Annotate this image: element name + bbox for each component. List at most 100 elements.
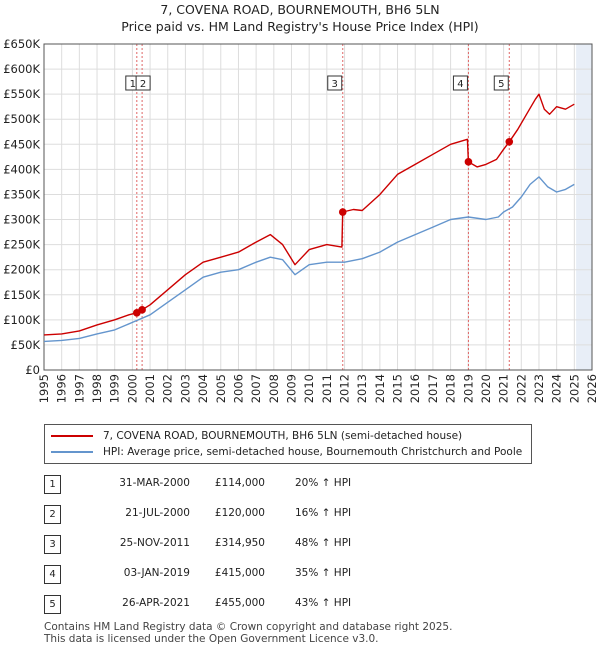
y-tick-label: £100K <box>3 313 40 327</box>
y-tick-label: £250K <box>3 238 40 252</box>
transaction-date: 25-NOV-2011 <box>119 537 190 549</box>
legend-property-swatch <box>51 435 93 437</box>
transaction-hpi: 43% ↑ HPI <box>295 597 352 609</box>
x-tick-label: 2021 <box>497 374 511 403</box>
y-tick-label: £450K <box>3 137 40 151</box>
y-tick-label: £200K <box>3 263 40 277</box>
transaction-number: 5 <box>44 595 61 614</box>
marker-label: 5 <box>498 79 504 90</box>
x-tick-label: 1996 <box>55 374 69 403</box>
y-tick-label: £600K <box>3 62 40 76</box>
transaction-date: 26-APR-2021 <box>122 597 190 609</box>
x-tick-label: 2001 <box>143 374 157 403</box>
transaction-price: £314,950 <box>214 537 265 549</box>
x-tick-label: 2015 <box>391 374 405 403</box>
x-tick-label: 2009 <box>284 374 298 403</box>
chart-title: 7, COVENA ROAD, BOURNEMOUTH, BH6 5LN <box>160 2 440 17</box>
x-tick-label: 1997 <box>72 374 86 403</box>
y-tick-label: £500K <box>3 112 40 126</box>
transaction-hpi: 20% ↑ HPI <box>295 477 352 489</box>
y-tick-label: £400K <box>3 162 40 176</box>
x-tick-label: 2006 <box>231 374 245 403</box>
marker-label: 3 <box>332 79 338 90</box>
legend: 7, COVENA ROAD, BOURNEMOUTH, BH6 5LN (se… <box>44 424 532 464</box>
x-tick-label: 2004 <box>196 374 210 403</box>
marker-label: 2 <box>140 79 146 90</box>
legend-hpi-label: HPI: Average price, semi-detached house,… <box>103 446 523 458</box>
y-tick-label: £550K <box>3 87 40 101</box>
x-tick-label: 2016 <box>408 374 422 403</box>
table-row: 2 21-JUL-2000 £120,000 16% ↑ HPI <box>0 505 600 525</box>
y-tick-label: £650K <box>3 37 40 51</box>
marker-box <box>135 75 151 91</box>
x-tick-label: 2020 <box>479 374 493 403</box>
x-tick-label: 2023 <box>532 374 546 403</box>
forecast-shade <box>576 44 592 370</box>
hpi-line <box>43 176 575 343</box>
x-tick-label: 2024 <box>550 374 564 403</box>
x-tick-label: 1998 <box>90 374 104 403</box>
transaction-hpi: 48% ↑ HPI <box>295 537 352 549</box>
legend-hpi-swatch <box>51 451 93 453</box>
transaction-price: £114,000 <box>214 477 265 489</box>
x-tick-label: 1995 <box>37 374 51 403</box>
transaction-price: £415,000 <box>214 567 265 579</box>
x-tick-label: 2007 <box>249 374 263 403</box>
marker-box <box>493 75 509 91</box>
transaction-date: 31-MAR-2000 <box>119 477 190 489</box>
transaction-hpi: 35% ↑ HPI <box>295 567 352 579</box>
x-tick-label: 2010 <box>302 374 316 403</box>
table-row: 4 03-JAN-2019 £415,000 35% ↑ HPI <box>0 565 600 585</box>
y-tick-label: £50K <box>11 338 41 352</box>
grid <box>43 43 593 371</box>
y-tick-label: £300K <box>3 213 40 227</box>
x-tick-label: 2025 <box>567 374 581 403</box>
marker-label: 1 <box>130 79 136 90</box>
sale-point <box>505 138 514 146</box>
marker-label: 4 <box>457 79 463 90</box>
x-tick-label: 2019 <box>461 374 475 403</box>
footer-licence: This data is licensed under the Open Gov… <box>44 633 379 645</box>
x-tick-label: 2017 <box>426 374 440 403</box>
x-tick-label: 2005 <box>214 374 228 403</box>
x-tick-label: 2011 <box>320 374 334 403</box>
x-tick-label: 2002 <box>161 374 175 403</box>
x-tick-label: 2014 <box>373 374 387 403</box>
x-tick-label: 1999 <box>108 374 122 403</box>
plot-frame <box>43 43 593 371</box>
x-tick-label: 2003 <box>178 374 192 403</box>
table-row: 3 25-NOV-2011 £314,950 48% ↑ HPI <box>0 535 600 555</box>
transaction-hpi: 16% ↑ HPI <box>295 507 352 519</box>
x-tick-label: 2022 <box>514 374 528 403</box>
y-tick-label: £350K <box>3 187 40 201</box>
transaction-price: £455,000 <box>214 597 265 609</box>
transaction-number: 4 <box>44 565 61 584</box>
sale-point <box>338 208 347 216</box>
x-tick-label: 2013 <box>355 374 369 403</box>
table-row: 1 31-MAR-2000 £114,000 20% ↑ HPI <box>0 475 600 495</box>
y-tick-label: £0 <box>25 363 40 377</box>
chart-subtitle: Price paid vs. HM Land Registry's House … <box>121 19 479 34</box>
x-tick-label: 2026 <box>585 374 599 403</box>
sale-vlines <box>136 44 510 370</box>
transaction-date: 03-JAN-2019 <box>123 567 190 579</box>
x-tick-label: 2008 <box>267 374 281 403</box>
x-axis: 1995 1996 1997 1998 1999 2000 2001 2002 2003 2004… <box>37 374 599 403</box>
sale-point <box>464 158 473 166</box>
legend-property-label: 7, COVENA ROAD, BOURNEMOUTH, BH6 5LN (se… <box>103 430 463 442</box>
table-row: 5 26-APR-2021 £455,000 43% ↑ HPI <box>0 595 600 615</box>
x-tick-label: 2018 <box>444 374 458 403</box>
sale-point <box>138 306 146 314</box>
transaction-date: 21-JUL-2000 <box>125 507 190 519</box>
marker-box <box>327 75 343 91</box>
transaction-number: 2 <box>44 505 61 524</box>
transaction-price: £120,000 <box>214 507 265 519</box>
x-tick-label: 2000 <box>125 374 139 403</box>
transaction-number: 3 <box>44 535 61 554</box>
y-axis: £0 £50K £100K £150K £200K £250K £300K £350K £400… <box>3 37 40 377</box>
marker-box <box>452 75 468 91</box>
transaction-number: 1 <box>44 475 61 494</box>
price-chart: £0 £50K £100K £150K £200K £250K £300K £350K £400… <box>3 37 599 403</box>
footer-copyright: Contains HM Land Registry data © Crown c… <box>44 621 453 633</box>
